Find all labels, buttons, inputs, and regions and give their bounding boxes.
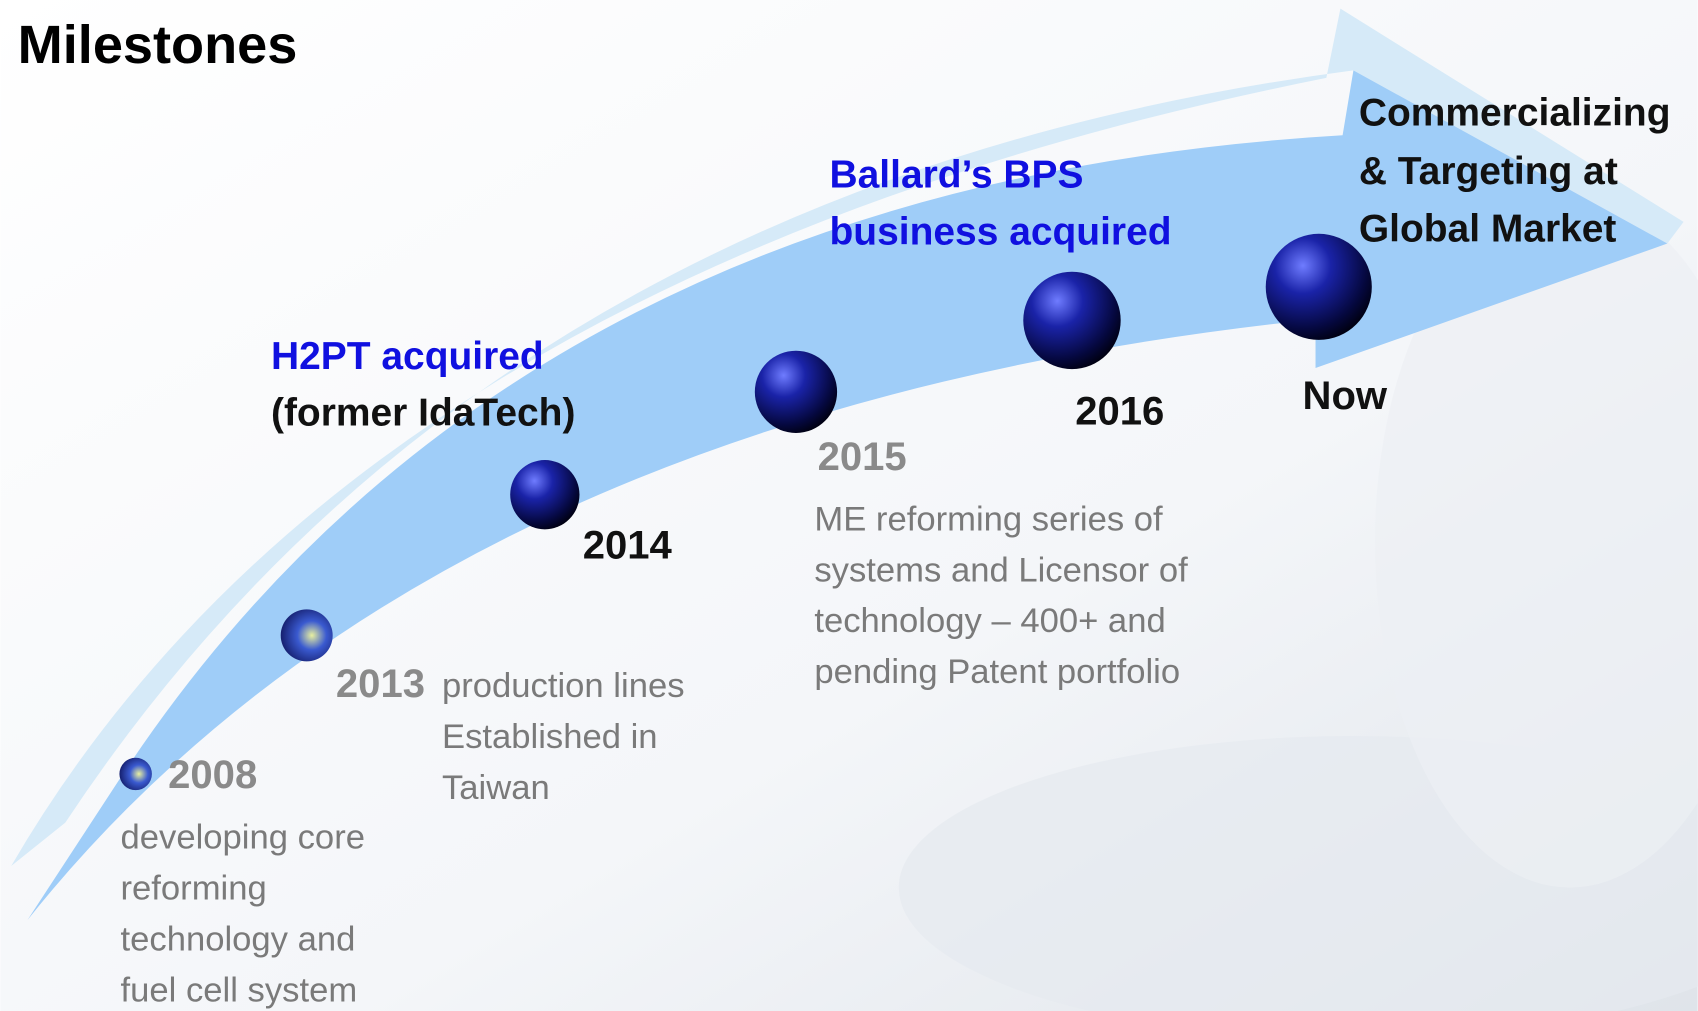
milestone-dot (1023, 272, 1120, 369)
year: 2013 (336, 662, 425, 706)
description: production lines (442, 667, 685, 705)
heading: Commercializing (1359, 92, 1671, 135)
description: fuel cell system (121, 971, 358, 1009)
description: Taiwan (442, 769, 550, 807)
description: reforming (121, 870, 267, 908)
year: 2008 (168, 753, 257, 797)
heading: (former IdaTech) (271, 391, 575, 434)
year: Now (1303, 374, 1388, 418)
description: systems and Licensor of (814, 551, 1188, 589)
heading: & Targeting at (1359, 150, 1618, 193)
description: technology and (121, 920, 356, 958)
description: ME reforming series of (814, 500, 1163, 538)
year: 2014 (583, 524, 673, 568)
heading: Ballard’s BPS (830, 153, 1084, 196)
description: pending Patent portfolio (814, 653, 1180, 691)
description: developing core (121, 819, 365, 857)
heading: Global Market (1359, 207, 1617, 250)
year: 2015 (818, 435, 907, 479)
title: Milestones (18, 15, 298, 75)
heading: business acquired (830, 211, 1172, 254)
milestone-dot (510, 460, 579, 529)
description: technology – 400+ and (814, 602, 1165, 640)
page: {"header": {"title": "Milestones"}, "mil… (0, 0, 1698, 1011)
milestone-dot (281, 609, 333, 661)
year: 2016 (1075, 389, 1164, 433)
milestone-dot (1266, 234, 1372, 340)
description: Established in (442, 718, 658, 756)
milestone-dot (119, 758, 151, 790)
heading: H2PT acquired (271, 335, 544, 378)
slide: Milestones 2008 developing core reformin… (0, 0, 1698, 1011)
milestone-dot (755, 351, 837, 433)
